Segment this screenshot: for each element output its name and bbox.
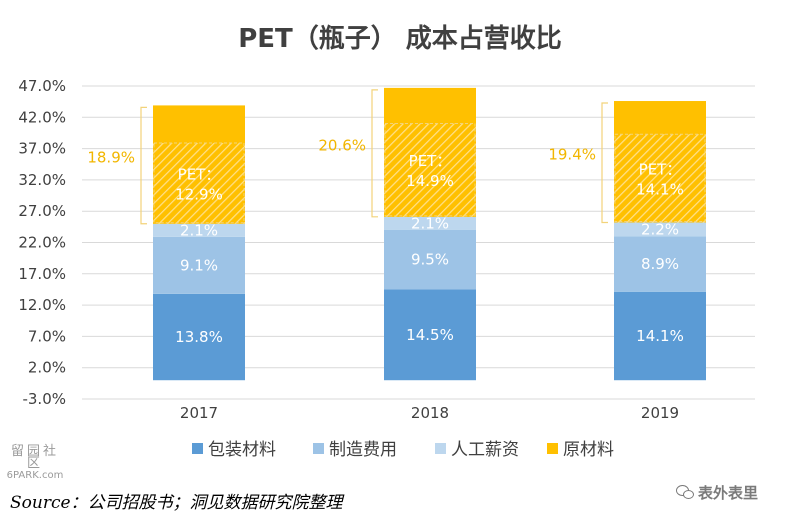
bar-segment-1 — [384, 289, 476, 381]
y-tick-label: -3.0% — [22, 390, 66, 408]
bar-segment-2 — [614, 236, 706, 292]
bracket-label: 19.4% — [548, 146, 596, 164]
y-tick-label: 7.0% — [28, 327, 66, 345]
source-note: Source：公司招股书；洞见数据研究院整理 — [0, 487, 800, 527]
bar-value-label: 2.1% — [180, 221, 218, 239]
legend-swatch — [313, 443, 324, 454]
legend-label: 原材料 — [563, 440, 614, 460]
y-tick-label: 17.0% — [18, 265, 66, 283]
legend-swatch — [435, 443, 446, 454]
legend-label: 制造费用 — [329, 440, 397, 460]
bracket — [371, 89, 378, 218]
pet-hatched-segment — [153, 142, 245, 224]
y-axis-tick-labels: 47.0% 42.0% 37.0% 32.0% 27.0% 22.0% 17.0% 12.0%… — [18, 77, 66, 408]
watermark-right: 表外表里 — [676, 482, 758, 502]
legend-label: 包装材料 — [208, 440, 276, 460]
bar-value-label: 13.8% — [175, 328, 223, 346]
bar-value-label: 2.2% — [641, 220, 679, 238]
y-tick-label: 12.0% — [18, 296, 66, 314]
bar-segment-2 — [384, 229, 476, 290]
y-tick-label: 22.0% — [18, 234, 66, 252]
pet-label-line2: 14.1% — [636, 180, 684, 198]
bar-segment-3 — [384, 216, 476, 230]
bar-value-label: 9.1% — [180, 256, 218, 274]
y-tick-label: 2.0% — [28, 359, 66, 377]
pet-label-line2: 14.9% — [406, 172, 454, 190]
watermark-left-bottom: 6PARK.com — [6, 470, 64, 481]
x-tick-label: 2019 — [641, 404, 679, 422]
pet-label-line2: 12.9% — [175, 185, 223, 203]
watermark-left-top: 留园社区 — [10, 444, 59, 471]
bar-segment-2 — [153, 236, 245, 294]
bar-value-label: 2.1% — [411, 214, 449, 232]
bar-segment-3 — [153, 223, 245, 237]
chart-title: PET（瓶子） 成本占营收比 — [238, 24, 562, 54]
legend: 包装材料 制造费用 人工薪资 原材料 — [192, 440, 614, 460]
legend-swatch — [547, 443, 558, 454]
pet-label-line1: PET： — [639, 160, 682, 178]
wechat-icon — [676, 484, 694, 500]
y-tick-label: 37.0% — [18, 140, 66, 158]
bracket — [140, 106, 147, 225]
y-tick-label: 27.0% — [18, 202, 66, 220]
pet-label-line1: PET： — [409, 152, 452, 170]
pet-region-outline — [153, 142, 245, 224]
bars-layer: 13.8% 9.1% 2.1% PET： 12.9% 18.9% 14.5% 9.5% 2.1%… — [87, 87, 706, 381]
pet-hatched-segment — [384, 123, 476, 217]
y-tick-label: 47.0% — [18, 77, 66, 95]
bar-segment-3 — [614, 222, 706, 237]
bar-value-label: 14.1% — [636, 327, 684, 345]
x-tick-label: 2017 — [180, 404, 218, 422]
watermark-right-text: 表外表里 — [698, 483, 759, 502]
bar-segment-1 — [153, 293, 245, 381]
legend-label: 人工薪资 — [451, 440, 519, 460]
y-tick-label: 32.0% — [18, 171, 66, 189]
pet-region-outline — [614, 133, 706, 222]
bracket-label: 20.6% — [318, 136, 366, 154]
y-tick-label: 42.0% — [18, 108, 66, 126]
legend-swatch — [192, 443, 203, 454]
bracket — [601, 102, 608, 224]
bar-segment-1 — [614, 291, 706, 381]
x-axis-tick-labels: 2017 2018 2019 — [180, 404, 679, 422]
bar-value-label: 14.5% — [406, 326, 454, 344]
bracket-label: 18.9% — [87, 149, 135, 167]
pet-hatched-segment — [614, 134, 706, 223]
x-tick-label: 2018 — [411, 404, 449, 422]
pet-label-line1: PET： — [178, 165, 221, 183]
bar-value-label: 9.5% — [411, 251, 449, 269]
watermark-left: 留园社区 6PARK.com — [4, 444, 66, 482]
bar-value-label: 8.9% — [641, 255, 679, 273]
pet-region-outline — [384, 123, 476, 217]
